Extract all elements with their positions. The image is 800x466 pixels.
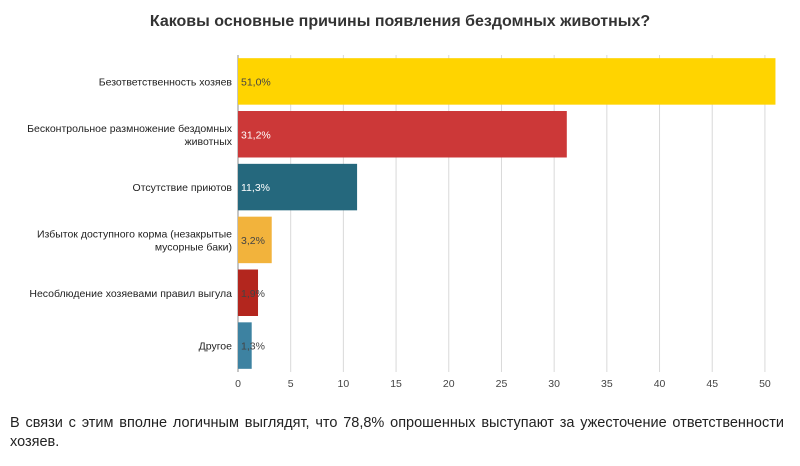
x-tick-label: 50 bbox=[759, 378, 771, 390]
bar-chart: Каковы основные причины появления бездом… bbox=[27, 13, 776, 390]
x-tick-label: 25 bbox=[496, 378, 508, 390]
category-label: Бесконтрольное размножение бездомных bbox=[27, 123, 233, 135]
category-label: Другое bbox=[199, 341, 233, 353]
chart-title: Каковы основные причины появления бездом… bbox=[150, 13, 650, 30]
bar-value-label: 1,3% bbox=[241, 341, 265, 353]
bars: 51,0% 31,2% 11,3% 3,2% 1,9% 1,3% bbox=[238, 58, 776, 369]
category-label: Избыток доступного корма (незакрытые bbox=[37, 228, 232, 240]
caption-text: В связи с этим вполне логичным выглядят,… bbox=[10, 415, 784, 450]
category-label: животных bbox=[185, 136, 233, 148]
grid-lines bbox=[237, 55, 766, 372]
x-tick-label: 40 bbox=[654, 378, 666, 390]
bar-value-label: 51,0% bbox=[241, 76, 271, 88]
category-labels: Безответственность хозяев Бесконтрольное … bbox=[27, 76, 233, 352]
x-tick-label: 30 bbox=[548, 378, 560, 390]
bar bbox=[238, 163, 358, 211]
category-label: Отсутствие приютов bbox=[133, 182, 233, 194]
bar-value-label: 3,2% bbox=[241, 235, 265, 247]
x-tick-label: 5 bbox=[288, 378, 294, 390]
x-tick-label: 45 bbox=[706, 378, 718, 390]
bar bbox=[238, 322, 252, 369]
x-tick-label: 10 bbox=[338, 378, 350, 390]
x-tick-label: 0 bbox=[235, 378, 241, 390]
category-label: Безответственность хозяев bbox=[99, 76, 233, 88]
bar-value-label: 31,2% bbox=[241, 129, 271, 141]
bar bbox=[238, 111, 567, 158]
bar bbox=[238, 269, 259, 316]
bar-value-label: 11,3% bbox=[241, 182, 270, 194]
bar bbox=[238, 58, 776, 105]
x-tick-label: 35 bbox=[601, 378, 613, 390]
bar-value-label: 1,9% bbox=[241, 288, 265, 300]
category-label: Несоблюдение хозяевами правил выгула bbox=[29, 288, 232, 300]
x-tick-label: 15 bbox=[390, 378, 402, 390]
category-label: мусорные баки) bbox=[155, 241, 232, 253]
bar bbox=[238, 216, 272, 264]
x-axis-ticks: 0 5 10 15 20 25 30 35 40 45 50 bbox=[235, 378, 771, 390]
x-tick-label: 20 bbox=[443, 378, 455, 390]
